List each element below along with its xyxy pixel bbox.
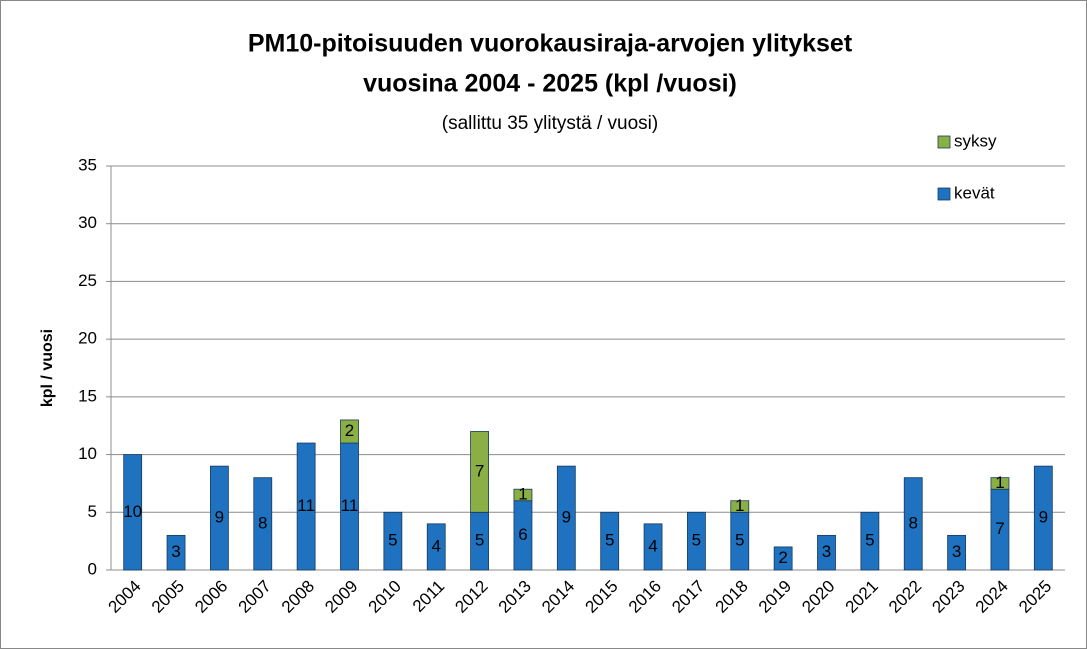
bar-segment [296, 442, 316, 571]
data-label: 9 [215, 508, 224, 527]
bar-segment [340, 419, 359, 444]
legend-label: kevät [954, 183, 995, 202]
y-tick-label: 25 [78, 271, 97, 290]
bar-segment [253, 477, 273, 571]
bar-segment [817, 534, 836, 571]
chart-subtitle: (sallittu 35 ylitystä / vuosi) [442, 113, 658, 134]
data-label: 2 [778, 548, 787, 567]
data-label: 3 [952, 542, 961, 561]
data-label: 5 [865, 531, 874, 550]
legend-swatch [937, 187, 951, 201]
bar-segment [1033, 465, 1053, 571]
bar-segment [990, 477, 1010, 490]
data-label: 6 [518, 525, 527, 544]
y-tick-label: 0 [88, 559, 97, 578]
data-label: 4 [431, 536, 440, 555]
bar-segment [947, 534, 966, 571]
chart-title: PM10-pitoisuuden vuorokausiraja-arvojen … [248, 30, 853, 58]
bar-segment [643, 523, 663, 571]
y-axis-label: kpl / vuosi [39, 329, 56, 407]
y-tick-label: 35 [78, 155, 97, 174]
data-label: 5 [388, 531, 397, 550]
data-label: 2 [345, 421, 354, 440]
bar-segment [730, 500, 750, 513]
data-label: 3 [822, 542, 831, 561]
y-tick-label: 15 [78, 386, 97, 405]
data-label: 5 [735, 531, 744, 550]
data-label: 8 [908, 513, 917, 532]
data-label: 1 [518, 484, 527, 503]
data-label: 11 [297, 496, 315, 515]
data-label: 4 [648, 536, 657, 555]
bar-segment [123, 454, 143, 571]
data-label: 5 [605, 531, 614, 550]
y-tick-label: 30 [78, 213, 97, 232]
data-label: 5 [692, 531, 701, 550]
data-label: 9 [562, 508, 571, 527]
bar-segment [210, 465, 229, 571]
bar-segment [860, 511, 880, 571]
bar-segment [600, 511, 620, 571]
bar-segment [513, 488, 533, 502]
data-label: 1 [735, 496, 744, 515]
bar-segment [903, 477, 923, 571]
data-label: 7 [475, 461, 484, 480]
bar-segment [166, 534, 186, 571]
bar-segment [773, 546, 793, 571]
bar-segment [383, 511, 403, 571]
bar-segment [556, 465, 576, 571]
data-label: 9 [1039, 508, 1048, 527]
legend-swatch [937, 135, 951, 149]
legend-label: syksy [954, 131, 997, 150]
data-label: 10 [123, 502, 142, 521]
data-label: 8 [258, 513, 267, 532]
y-tick-label: 20 [78, 329, 97, 348]
bar-segment [426, 523, 446, 571]
y-tick-label: 5 [88, 502, 97, 521]
data-label: 7 [995, 519, 1004, 538]
data-label: 1 [995, 473, 1004, 492]
data-label: 5 [475, 531, 484, 550]
data-label: 3 [171, 542, 180, 561]
y-tick-label: 10 [78, 444, 97, 463]
bar-segment [470, 431, 489, 513]
chart-title: vuosina 2004 - 2025 (kpl /vuosi) [363, 70, 737, 98]
data-label: 11 [341, 496, 359, 515]
bar-segment [687, 511, 706, 571]
